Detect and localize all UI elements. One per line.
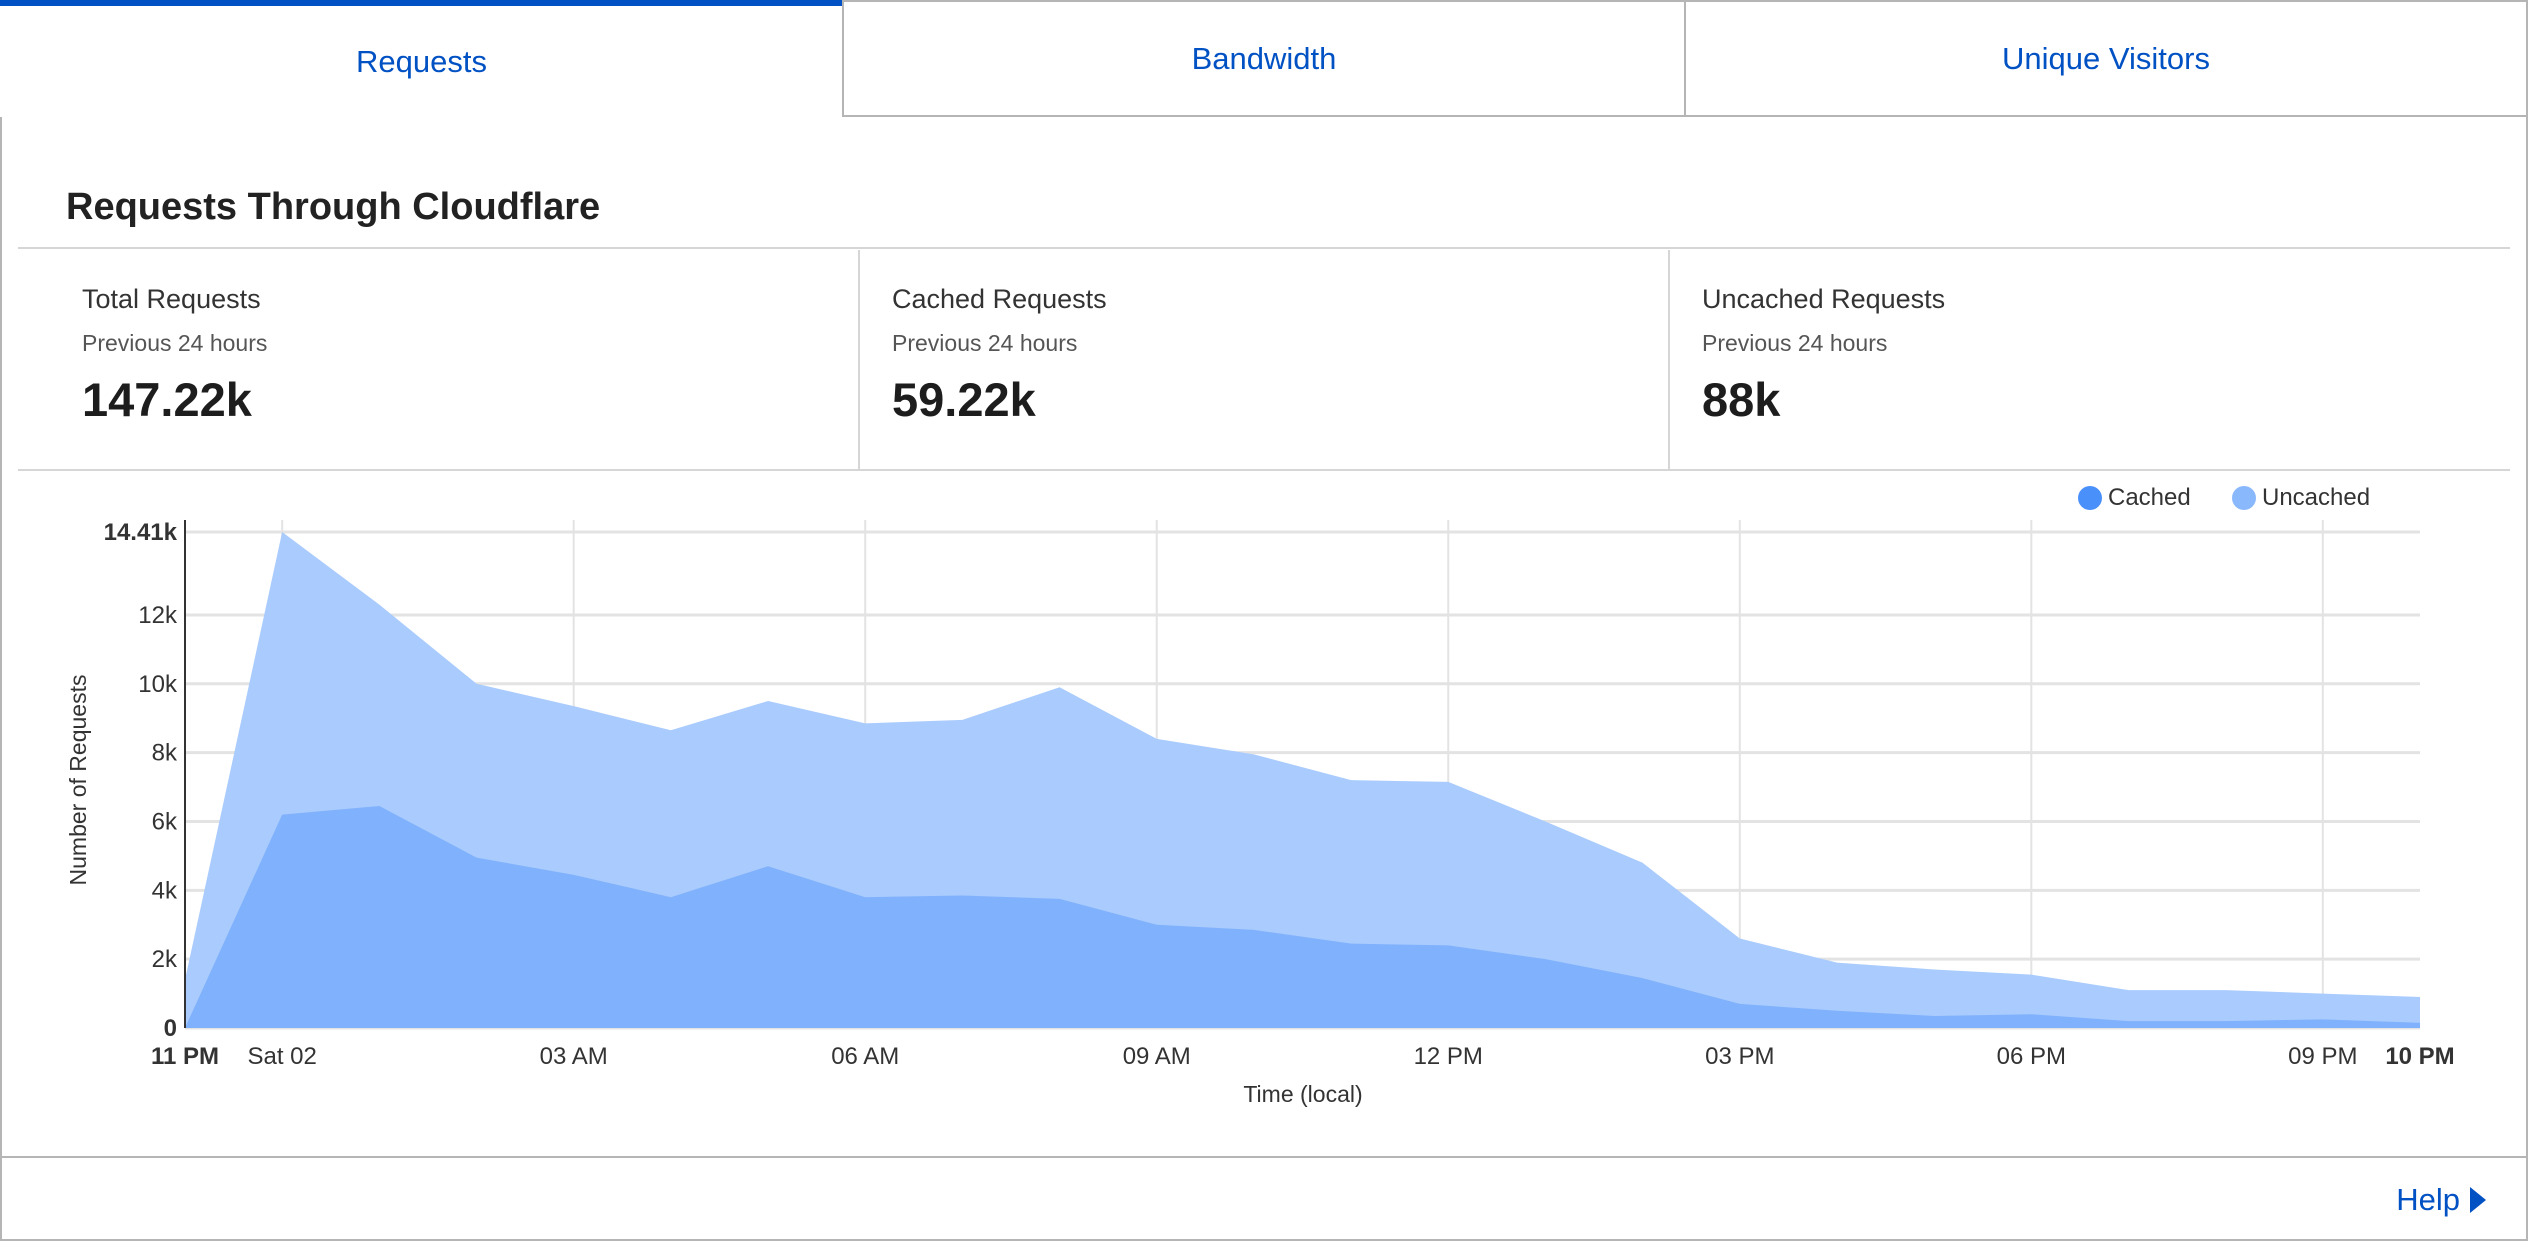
y-axis-title: Number of Requests bbox=[65, 675, 91, 886]
stat-period: Previous 24 hours bbox=[1702, 330, 1888, 356]
y-tick-label: 0 bbox=[164, 1015, 177, 1042]
section-title: Requests Through Cloudflare bbox=[66, 186, 601, 228]
x-tick-label: 06 AM bbox=[831, 1043, 899, 1070]
legend-item-cached[interactable]: Cached bbox=[2078, 484, 2191, 512]
uncached-legend-dot-icon bbox=[2232, 486, 2256, 510]
divider bbox=[858, 250, 860, 470]
y-tick-label: 6k bbox=[152, 808, 178, 835]
stat-value: 59.22k bbox=[892, 373, 1036, 426]
divider bbox=[18, 247, 2510, 249]
cached-legend-dot-icon bbox=[2078, 486, 2102, 510]
y-tick-label: 10k bbox=[138, 671, 178, 698]
x-tick-label: 06 PM bbox=[1997, 1043, 2066, 1070]
legend-label: Cached bbox=[2108, 484, 2191, 511]
stat-value: 147.22k bbox=[82, 373, 252, 426]
caret-right-icon bbox=[2470, 1187, 2486, 1213]
stat-value: 88k bbox=[1702, 373, 1781, 426]
stat-label: Uncached Requests bbox=[1702, 284, 1946, 314]
divider bbox=[1668, 250, 1670, 470]
stat-label: Total Requests bbox=[82, 284, 261, 314]
x-tick-label: 11 PM bbox=[151, 1043, 219, 1070]
y-tick-label: 2k bbox=[152, 946, 178, 973]
help-link[interactable]: Help bbox=[2396, 1182, 2486, 1218]
legend-label: Uncached bbox=[2262, 484, 2371, 511]
divider bbox=[18, 469, 2510, 471]
y-tick-label: 8k bbox=[152, 740, 178, 767]
tab-requests[interactable]: Requests bbox=[0, 0, 843, 117]
x-tick-label: Sat 02 bbox=[247, 1043, 316, 1070]
x-tick-label: 12 PM bbox=[1414, 1043, 1483, 1070]
footer-divider bbox=[0, 1156, 2528, 1158]
cached-area bbox=[185, 805, 2420, 1028]
x-axis-title: Time (local) bbox=[1243, 1081, 1362, 1107]
stat-period: Previous 24 hours bbox=[82, 330, 268, 356]
help-label: Help bbox=[2396, 1182, 2460, 1217]
x-tick-label: 03 PM bbox=[1705, 1043, 1774, 1070]
legend-item-uncached[interactable]: Uncached bbox=[2232, 484, 2370, 512]
x-tick-label: 03 AM bbox=[540, 1043, 608, 1070]
x-tick-label: 09 AM bbox=[1123, 1043, 1191, 1070]
x-tick-label: 09 PM bbox=[2288, 1043, 2357, 1070]
stat-label: Cached Requests bbox=[892, 284, 1107, 314]
y-tick-label: 12k bbox=[138, 602, 178, 629]
stat-period: Previous 24 hours bbox=[892, 330, 1078, 356]
y-tick-label: 14.41k bbox=[104, 519, 178, 546]
y-tick-label: 4k bbox=[152, 877, 178, 904]
x-tick-label: 10 PM bbox=[2385, 1043, 2454, 1070]
tab-unique-visitors[interactable]: Unique Visitors bbox=[1684, 0, 2528, 117]
